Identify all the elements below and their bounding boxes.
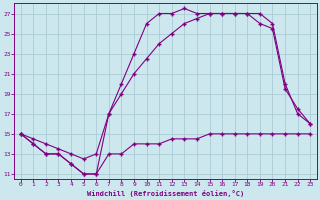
X-axis label: Windchill (Refroidissement éolien,°C): Windchill (Refroidissement éolien,°C) [87,190,244,197]
